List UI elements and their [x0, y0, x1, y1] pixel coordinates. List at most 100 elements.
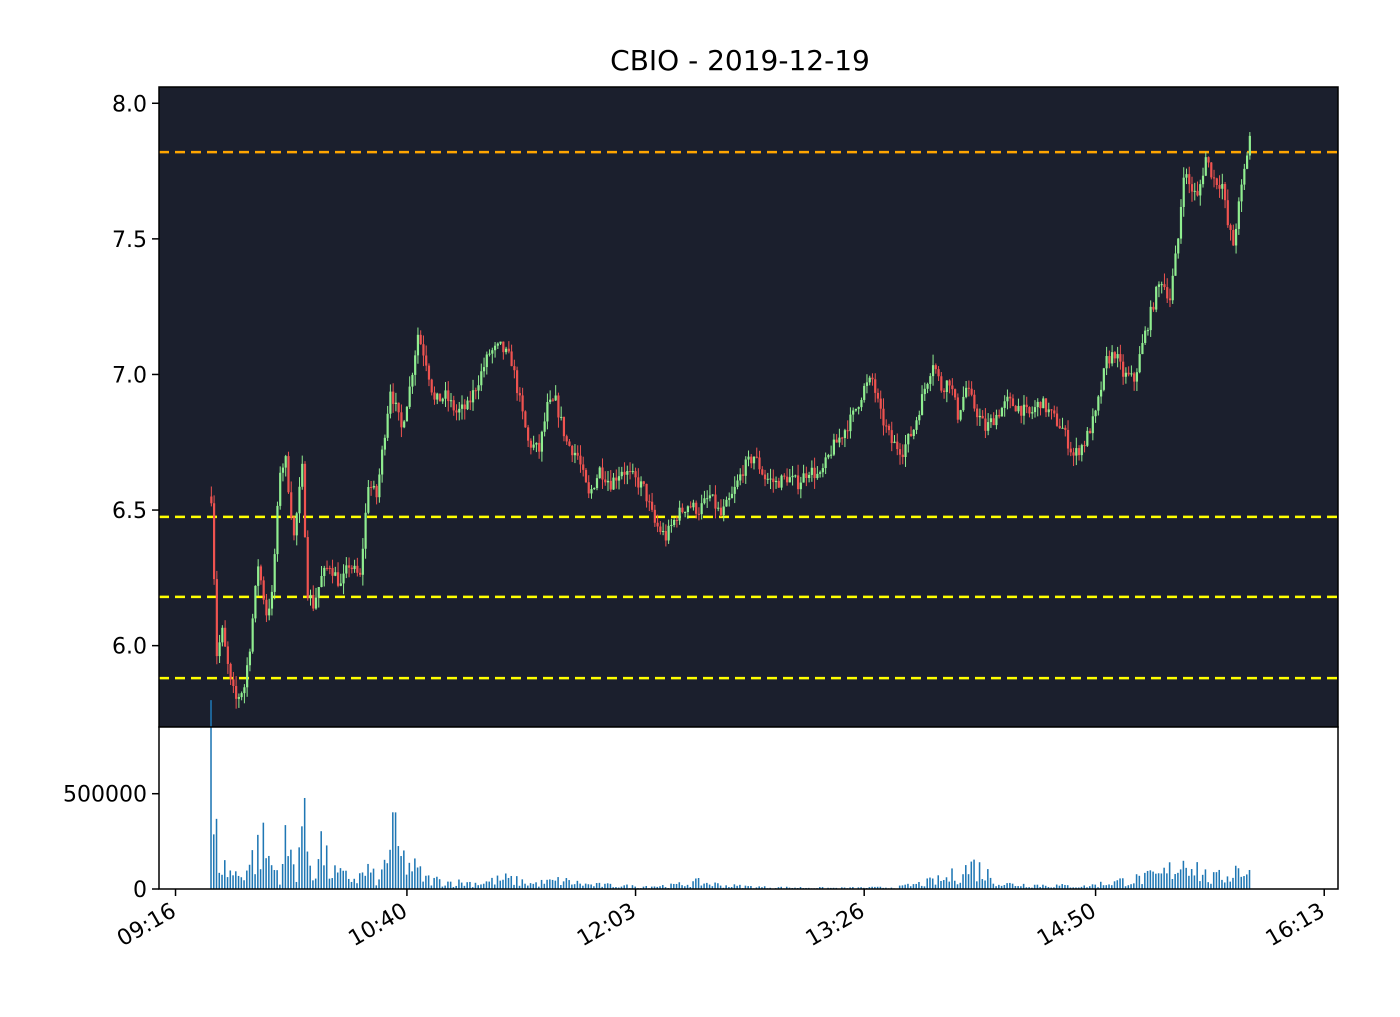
volume-bar: [744, 885, 747, 889]
volume-bar: [747, 886, 749, 889]
candle-body: [601, 467, 604, 480]
volume-bar: [1000, 885, 1003, 889]
candle-body: [1036, 401, 1039, 408]
volume-bar: [1152, 871, 1154, 889]
candle-body: [273, 554, 276, 592]
candle-body: [857, 407, 860, 409]
candle-body: [1124, 372, 1127, 377]
volume-bar: [937, 875, 940, 889]
candle-body: [372, 485, 375, 488]
volume-bar: [1080, 886, 1083, 889]
candle-body: [1229, 225, 1232, 230]
candle-body: [532, 444, 535, 448]
volume-bar: [841, 887, 843, 889]
volume-bar: [1157, 873, 1160, 889]
candle-body: [915, 420, 918, 430]
candles: [210, 132, 1251, 709]
candle-body: [791, 475, 794, 478]
candle-body: [769, 478, 772, 480]
volume-bar: [1223, 882, 1226, 889]
volume-bar: [1069, 887, 1072, 889]
volume-bar: [235, 871, 237, 889]
candle-body: [896, 441, 899, 450]
volume-bar: [1064, 884, 1066, 889]
volume-bar: [521, 879, 524, 889]
volume-bar: [1124, 886, 1127, 889]
candle-body: [367, 487, 370, 513]
candle-body: [593, 488, 596, 490]
volume-bar: [433, 877, 435, 889]
volume-bar: [1210, 883, 1212, 889]
volume-bar: [224, 860, 226, 889]
volume-bar: [604, 883, 606, 889]
volume-bar: [1204, 869, 1207, 889]
candle-body: [695, 502, 698, 514]
volume-bar: [538, 886, 540, 889]
volume-bar: [270, 865, 273, 889]
volume-bar: [1229, 881, 1232, 889]
volume-bar: [871, 886, 873, 889]
candle-body: [1193, 190, 1196, 192]
volume-bar: [739, 884, 741, 889]
candle-body: [830, 454, 833, 456]
volume-bar: [799, 887, 802, 889]
price-tick-label: 7.5: [112, 228, 147, 253]
candle-body: [1221, 184, 1224, 189]
volume-bar: [1017, 886, 1019, 889]
candle-body: [284, 456, 287, 468]
volume-bar: [1036, 884, 1039, 889]
volume-bar: [780, 886, 782, 889]
volume-bar: [860, 887, 862, 889]
volume-bar: [1122, 878, 1124, 889]
candle-body: [336, 572, 340, 586]
volume-bar: [248, 864, 251, 889]
candle-body: [1097, 396, 1100, 411]
volume-bar: [367, 863, 369, 889]
volume-bar: [1033, 884, 1036, 889]
volume-bar: [1097, 887, 1099, 889]
candle-body: [309, 594, 312, 599]
candle-body: [507, 348, 510, 352]
volume-bar: [1248, 869, 1251, 889]
candle-body: [1155, 286, 1158, 310]
volume-bar: [940, 880, 942, 889]
price-axis: 6.0 6.5 7.0 7.5 8.0: [112, 92, 159, 660]
volume-bar: [1075, 887, 1077, 889]
volume-bar: [246, 870, 248, 889]
volume-bar: [615, 887, 617, 889]
volume-bar: [1009, 882, 1011, 889]
volume-bar: [458, 879, 460, 889]
volume-bar: [984, 880, 986, 889]
candle-body: [978, 415, 981, 418]
volume-bar: [761, 887, 763, 889]
volume-bar: [1130, 884, 1132, 889]
time-axis: 09:16 10:40 12:03 13:26 14:50 16:13: [113, 889, 1329, 952]
volume-bar: [593, 886, 595, 889]
candle-body: [656, 522, 659, 527]
candle-body: [1207, 157, 1210, 163]
candle-body: [995, 414, 998, 426]
candle-body: [1050, 409, 1053, 411]
volume-bar: [1022, 883, 1025, 889]
candle-body: [502, 341, 505, 353]
candle-body: [841, 437, 844, 439]
volume-bar: [656, 886, 659, 889]
volume-bar: [259, 869, 262, 889]
volume-bar: [350, 881, 353, 889]
volume-bar: [452, 887, 455, 889]
candle-body: [843, 430, 847, 439]
candle-body: [752, 456, 756, 464]
candle-body: [893, 441, 896, 444]
volume-bar: [353, 878, 356, 889]
volume-bar: [673, 883, 675, 889]
candle-body: [788, 477, 791, 483]
candle-body: [678, 507, 681, 521]
volume-bar: [758, 886, 760, 889]
candle-body: [808, 474, 811, 478]
volume-bar: [595, 883, 598, 889]
candle-body: [967, 387, 970, 389]
volume-bar: [1083, 885, 1086, 889]
volume-bar: [469, 881, 471, 889]
volume-bar: [909, 886, 912, 889]
volume-bar: [1020, 886, 1022, 889]
